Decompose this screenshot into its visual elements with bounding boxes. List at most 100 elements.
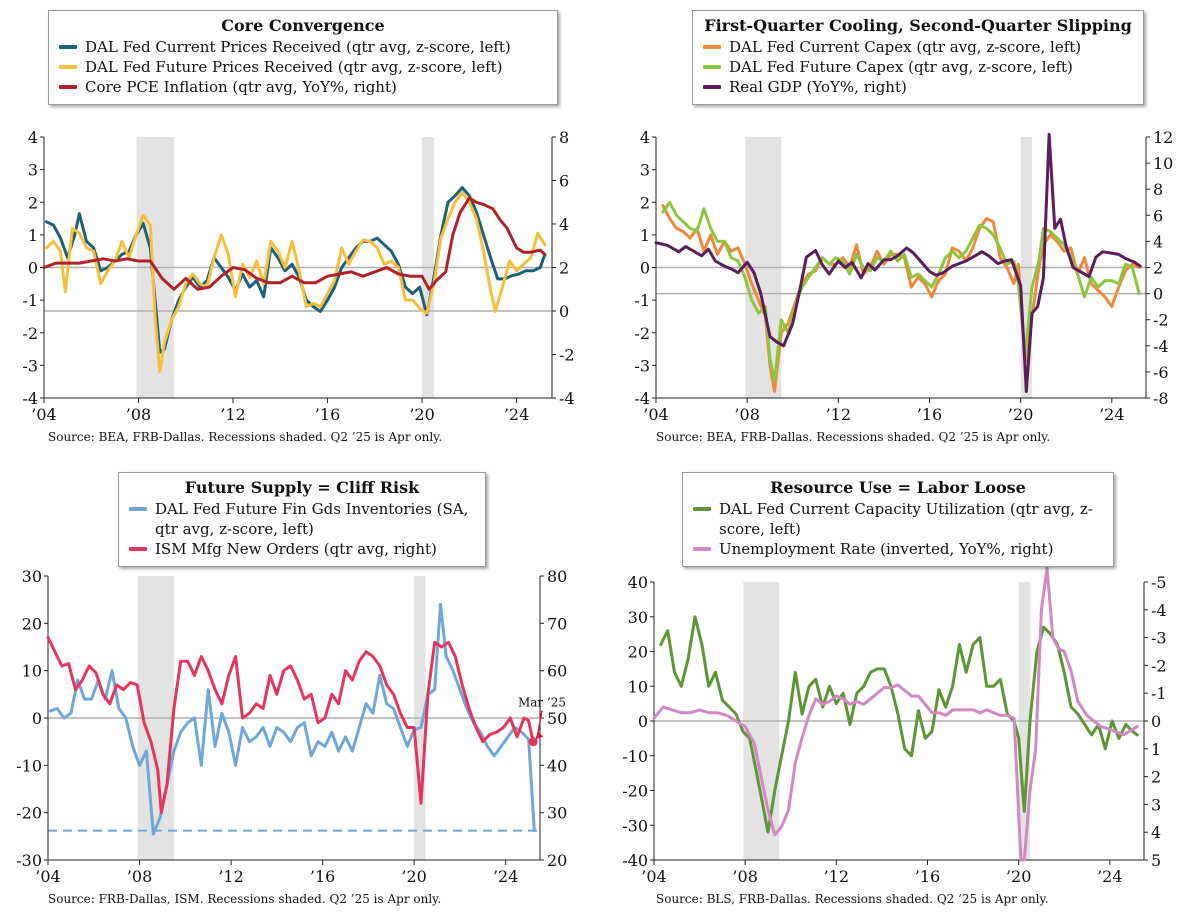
y-tick-label-right: -5 (1151, 573, 1167, 592)
chart-title: First-Quarter Cooling, Second-Quarter Sl… (704, 16, 1132, 35)
chart-source: Source: BLS, FRB-Dallas. Recessions shad… (656, 892, 1049, 906)
y-tick-label-right: -4 (1151, 601, 1167, 620)
y-tick-label-right: -2 (559, 346, 575, 365)
y-tick-label-left: -4 (634, 389, 650, 408)
y-tick-label-right: -2 (1151, 656, 1167, 675)
callout-marker (528, 737, 538, 747)
x-tick-label: ’08 (734, 405, 759, 424)
y-tick-label-left: 2 (640, 193, 650, 212)
legend-label: DAL Fed Current Capex (qtr avg, z-score,… (729, 38, 1082, 56)
y-tick-label-left: 20 (628, 643, 648, 662)
x-tick-label: ’16 (310, 867, 335, 886)
y-tick-label-left: 0 (640, 259, 650, 278)
legend-label: DAL Fed Future Fin Gds Inventories (SA, … (155, 500, 469, 538)
y-tick-label-left: -20 (622, 782, 648, 801)
y-tick-label-left: -40 (622, 851, 648, 870)
x-tick-label: ’24 (1097, 867, 1122, 886)
y-tick-label-right: -3 (1151, 629, 1167, 648)
y-tick-label-left: 0 (28, 259, 38, 278)
series-line (661, 200, 1141, 384)
series-line (44, 191, 547, 374)
y-tick-label-left: 4 (640, 128, 650, 147)
y-tick-label-right: 1 (1151, 740, 1161, 759)
chart-legend: Future Supply = Cliff Risk DAL Fed Futur… (118, 472, 486, 567)
x-tick-label: ’04 (643, 405, 668, 424)
y-tick-label-left: -2 (22, 324, 38, 343)
chart-title: Future Supply = Cliff Risk (184, 478, 420, 497)
y-tick-label-right: 0 (559, 302, 569, 321)
y-tick-label-right: 8 (559, 128, 569, 147)
y-tick-label-right: 2 (1151, 768, 1161, 787)
legend-label: ISM Mfg New Orders (qtr avg, right) (155, 540, 437, 558)
x-tick-label: ’20 (409, 405, 434, 424)
y-tick-label-right: -6 (1153, 363, 1169, 382)
y-tick-label-left: 4 (28, 128, 38, 147)
series-line (42, 196, 547, 291)
chart-title: Resource Use = Labor Loose (770, 478, 1026, 497)
legend-label: DAL Fed Current Prices Received (qtr avg… (85, 38, 511, 56)
legend-label: DAL Fed Current Capacity Utilization (qt… (719, 500, 1093, 538)
series-line (652, 566, 1139, 862)
y-tick-label-right: 20 (547, 851, 567, 870)
series-line (659, 615, 1139, 834)
x-tick-label: ’24 (504, 405, 529, 424)
legend-item: ISM Mfg New Orders (qtr avg, right) (129, 539, 475, 559)
x-tick-label: ’16 (915, 867, 940, 886)
y-tick-label-right: 6 (1153, 206, 1163, 225)
legend-item: DAL Fed Current Capacity Utilization (qt… (693, 499, 1103, 539)
legend-item: DAL Fed Current Capex (qtr avg, z-score,… (703, 37, 1133, 57)
y-tick-label-left: 3 (28, 161, 38, 180)
legend-item: DAL Fed Future Prices Received (qtr avg,… (59, 57, 547, 77)
y-tick-label-right: -8 (1153, 389, 1169, 408)
chart-source: Source: FRB-Dallas, ISM. Recessions shad… (48, 892, 442, 906)
x-tick-label: ’12 (218, 867, 243, 886)
callout-arrowhead (535, 731, 544, 740)
y-tick-label-right: -1 (1151, 684, 1167, 703)
legend-swatch (693, 547, 711, 551)
x-tick-label: ’16 (917, 405, 942, 424)
y-tick-label-right: -2 (1153, 311, 1169, 330)
y-tick-label-left: 1 (640, 226, 650, 245)
x-tick-label: ’04 (641, 867, 666, 886)
y-tick-label-left: -4 (22, 389, 38, 408)
y-tick-label-right: 80 (547, 567, 567, 586)
chart-source: Source: BEA, FRB-Dallas. Recessions shad… (48, 430, 443, 444)
y-tick-label-right: 3 (1151, 795, 1161, 814)
x-tick-label: ’20 (401, 867, 426, 886)
y-tick-label-left: 3 (640, 161, 650, 180)
x-tick-label: ’08 (732, 867, 757, 886)
chart-plot: -4-3-2-101234-8-6-4-2024681012’04’08’12’… (634, 128, 1173, 424)
x-tick-label: ’12 (824, 867, 849, 886)
y-tick-label-left: 2 (28, 193, 38, 212)
y-tick-label-left: 40 (628, 573, 648, 592)
chart-panel-future-supply: -30 -20 -10 0 10 20 30 20 30 40 50 60 70 80 ’04 ’08 ’12 ’… (0, 462, 600, 924)
x-tick-label: ’04 (35, 867, 60, 886)
chart-plot: -40-30-20-10010203040543210-1-2-3-4-5’04… (622, 566, 1167, 886)
y-tick-label-left: -10 (622, 747, 648, 766)
chart-plot: -4 -3 -2 -1 0 1 2 3 4 -4 -2 0 2 4 6 8 ’04 ’08 ’12 ’16 ’20 ’24 (22, 128, 575, 424)
y-tick-label-left: 30 (628, 608, 648, 627)
chart-title: Core Convergence (221, 16, 385, 35)
x-tick-label: ’24 (493, 867, 518, 886)
chart-panel-first-quarter-cooling: -4 -3 -2 -1 0 1 2 3 4 -8 -6 -4 -2 0 2 4 6 8 10 12’04’08’12’… (600, 0, 1200, 462)
legend-item: Core PCE Inflation (qtr avg, YoY%, right… (59, 77, 547, 97)
legend-label: DAL Fed Future Prices Received (qtr avg,… (85, 58, 503, 76)
y-tick-label-left: 0 (32, 709, 42, 728)
y-tick-label-right: 4 (1151, 823, 1161, 842)
y-tick-label-right: 60 (547, 662, 567, 681)
y-tick-label-left: -3 (634, 356, 650, 375)
y-tick-label-right: 40 (547, 756, 567, 775)
y-tick-label-left: -30 (16, 851, 42, 870)
x-tick-label: ’12 (826, 405, 851, 424)
y-tick-label-right: 0 (1151, 712, 1161, 731)
legend-label: Unemployment Rate (inverted, YoY%, right… (719, 540, 1054, 558)
y-tick-label-right: 5 (1151, 851, 1161, 870)
series-line (654, 132, 1142, 393)
x-tick-label: ’08 (127, 867, 152, 886)
x-tick-label: ’08 (126, 405, 151, 424)
y-tick-label-left: 20 (22, 614, 42, 633)
legend-label: Real GDP (YoY%, right) (729, 78, 907, 96)
legend-swatch (693, 507, 711, 511)
y-tick-label-right: 70 (547, 614, 567, 633)
y-tick-label-right: 4 (1153, 232, 1163, 251)
